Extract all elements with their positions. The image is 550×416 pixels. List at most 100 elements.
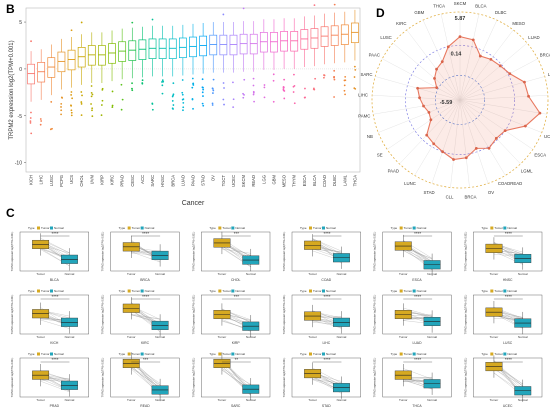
radar-axis-label: BRCA bbox=[540, 53, 550, 58]
legend-swatch-tumor bbox=[127, 226, 131, 230]
legend-label-normal: Normal bbox=[145, 226, 155, 230]
radar-axis-label: SKCM bbox=[454, 1, 467, 6]
legend-swatch-normal bbox=[50, 226, 53, 230]
radar-axis-label: PAMC bbox=[358, 114, 370, 119]
group-label-normal: Normal bbox=[65, 398, 75, 402]
outlier-point bbox=[29, 122, 32, 124]
box bbox=[219, 34, 228, 56]
radar-spoke bbox=[459, 14, 480, 101]
cancer-label: UCEC bbox=[503, 404, 513, 408]
outlier-point bbox=[232, 106, 235, 109]
radar-spoke bbox=[459, 42, 528, 101]
outlier-point bbox=[252, 77, 255, 80]
outlier-point bbox=[253, 100, 255, 103]
legend-swatch-tumor bbox=[399, 226, 403, 230]
radar-axis-label: ESCA bbox=[534, 152, 546, 157]
x-tick-label: UCS bbox=[69, 175, 74, 184]
legend-swatch-tumor bbox=[218, 352, 222, 356]
subplot-legend: Type Tumor Normal bbox=[28, 289, 64, 293]
outlier-point bbox=[263, 96, 266, 99]
legend-swatch-normal bbox=[140, 226, 144, 230]
group-label-tumor: Tumor bbox=[127, 398, 136, 402]
legend-label-normal: Normal bbox=[54, 226, 64, 230]
group-label-tumor: Tumor bbox=[36, 335, 45, 339]
box bbox=[280, 31, 288, 52]
x-tick-label: LUAD bbox=[180, 175, 185, 186]
cancer-label: SARC bbox=[231, 404, 241, 408]
paired-subplot: Type Tumor Normal TRPM2 expression log2(TPM… bbox=[374, 289, 452, 345]
y-tick-label: -5 bbox=[18, 114, 23, 120]
subplot-legend: Type Tumor Normal bbox=[209, 289, 245, 293]
box bbox=[158, 38, 167, 59]
x-tick-label: DLBC bbox=[332, 175, 337, 186]
x-tick-label: THCA bbox=[352, 175, 357, 187]
panel-label-d: D bbox=[376, 6, 385, 20]
y-tick-label: 0 bbox=[19, 67, 22, 73]
subplot-legend: Type Tumor Normal bbox=[481, 289, 517, 293]
outlier-point bbox=[60, 96, 63, 99]
outlier-point bbox=[192, 107, 194, 110]
radar-point bbox=[464, 156, 468, 160]
legend-label-tumor: Tumor bbox=[494, 289, 503, 293]
subplot-legend: Type Tumor Normal bbox=[391, 226, 427, 230]
significance-mark: **** bbox=[414, 231, 421, 236]
cancer-label: KIRP bbox=[232, 341, 241, 345]
legend-label-tumor: Tumor bbox=[222, 289, 231, 293]
legend-swatch-tumor bbox=[218, 226, 222, 230]
subplot-y-label: TRPM2 expression log2(TPM+0.001) bbox=[192, 295, 195, 335]
subplot-legend: Type Tumor Normal bbox=[209, 352, 245, 356]
outlier-point bbox=[70, 29, 73, 32]
outlier-point bbox=[211, 87, 214, 90]
outlier-point bbox=[282, 86, 285, 89]
subplot-frame bbox=[19, 294, 89, 335]
x-tick-label: UCEC bbox=[231, 175, 236, 187]
legend-swatch-tumor bbox=[127, 289, 131, 293]
outlier-point bbox=[70, 114, 73, 117]
outlier-point bbox=[344, 75, 347, 78]
box bbox=[67, 49, 76, 71]
box bbox=[239, 33, 248, 55]
box bbox=[351, 22, 359, 44]
outlier-point bbox=[131, 21, 134, 24]
legend-swatch-tumor bbox=[37, 352, 40, 356]
legend-swatch-normal bbox=[412, 226, 416, 230]
legend-swatch-tumor bbox=[490, 289, 494, 293]
legend-title: Type bbox=[300, 289, 307, 293]
paired-line bbox=[40, 379, 70, 381]
radar-point bbox=[489, 57, 493, 61]
outlier-point bbox=[252, 84, 255, 87]
radar-axis-label: LGML bbox=[521, 168, 533, 173]
legend-label-normal: Normal bbox=[326, 289, 336, 293]
subplot-y-label: TRPM2 expression log2(TPM+0.001) bbox=[102, 358, 105, 398]
box bbox=[229, 34, 238, 56]
paired-subplot: Type Tumor Normal TRPM2 expression log2(TPM… bbox=[283, 352, 361, 408]
outlier-point bbox=[39, 123, 42, 126]
box bbox=[259, 32, 268, 53]
radar-point bbox=[440, 60, 444, 64]
outlier-point bbox=[182, 109, 184, 112]
outlier-point bbox=[91, 115, 94, 118]
radar-point bbox=[523, 80, 526, 84]
legend-title: Type bbox=[119, 289, 126, 293]
significance-mark: **** bbox=[414, 357, 421, 362]
radar-axis-label: LIHC bbox=[358, 93, 368, 98]
subplot-frame bbox=[19, 357, 89, 398]
subplot-y-label: TRPM2 expression log2(TPM+0.001) bbox=[374, 232, 377, 272]
legend-label-tumor: Tumor bbox=[132, 289, 141, 293]
legend-label-tumor: Tumor bbox=[404, 352, 413, 356]
legend-swatch-normal bbox=[322, 352, 325, 356]
outlier-point bbox=[171, 107, 174, 110]
significance-mark: **** bbox=[142, 294, 149, 299]
subplot-legend: Type Tumor Normal bbox=[119, 226, 155, 230]
subplot-frame bbox=[382, 294, 452, 335]
outlier-point bbox=[171, 100, 174, 102]
subplot-legend: Type Tumor Normal bbox=[209, 226, 245, 230]
box bbox=[148, 38, 157, 59]
significance-mark: **** bbox=[505, 357, 512, 362]
subplot-legend: Type Tumor Normal bbox=[119, 352, 155, 356]
x-tick-label: THYM bbox=[292, 175, 297, 187]
outlier-point bbox=[181, 98, 184, 101]
cancer-label: PRAD bbox=[50, 404, 60, 408]
group-label-normal: Normal bbox=[337, 272, 347, 276]
outlier-point bbox=[161, 84, 164, 87]
